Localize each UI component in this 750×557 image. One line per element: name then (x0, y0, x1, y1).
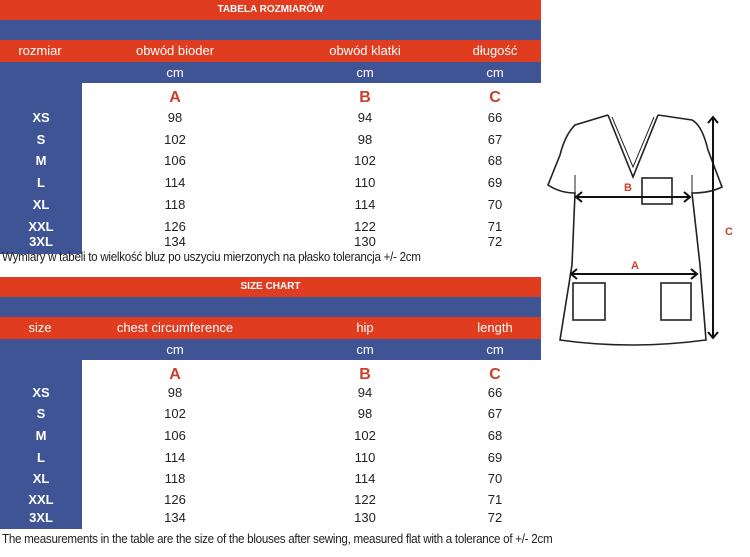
measurement-value: 66 (487, 110, 503, 125)
column-header: długość (472, 43, 518, 58)
measurement-value: 106 (164, 428, 186, 443)
size-column (0, 83, 82, 254)
units-row (0, 339, 541, 360)
measurement-value: 122 (354, 492, 376, 507)
column-header: size (28, 320, 52, 335)
chest-pocket (641, 177, 673, 205)
header-row (0, 40, 541, 62)
measurement-value: 69 (487, 175, 503, 190)
column-header: chest circumference (116, 320, 234, 335)
blue-band (0, 297, 541, 317)
size-label: 3XL (29, 510, 53, 525)
dimension-letter: B (359, 366, 371, 383)
size-label: XXL (28, 219, 54, 234)
column-header: hip (356, 320, 374, 335)
label-b: B (624, 182, 632, 194)
size-column (0, 360, 82, 529)
measurement-value: 71 (487, 492, 503, 507)
measurement-value: 70 (487, 197, 503, 212)
measurement-value: 94 (357, 110, 373, 125)
measurement-value: 98 (357, 132, 373, 147)
dimension-letter: C (489, 366, 501, 383)
dimension-letter: C (489, 89, 501, 106)
measurement-value: 134 (164, 510, 186, 525)
measurement-value: 102 (354, 428, 376, 443)
measure-arrows (569, 115, 719, 340)
dimension-letter: A (169, 89, 181, 106)
size-label: S (36, 406, 46, 421)
units-row (0, 62, 541, 83)
measurement-value: 98 (357, 406, 373, 421)
size-label: 3XL (29, 234, 53, 249)
table-note: The measurements in the table are the si… (2, 532, 553, 546)
size-label: XXL (28, 492, 54, 507)
size-label: S (36, 132, 46, 147)
size-label: XL (32, 471, 50, 486)
dimension-letter: B (359, 89, 371, 106)
size-label: M (35, 428, 47, 443)
measurement-value: 106 (164, 153, 186, 168)
table-note: Wymiary w tabeli to wielkość bluz po usz… (2, 250, 421, 264)
measurement-value: 114 (164, 175, 186, 190)
measurement-value: 114 (354, 197, 376, 212)
size-label: L (37, 450, 45, 465)
column-header: obwód klatki (329, 43, 401, 58)
measurement-value: 102 (164, 406, 186, 421)
measurement-value: 71 (487, 219, 503, 234)
measurement-value: 102 (164, 132, 186, 147)
column-header: rozmiar (18, 43, 62, 58)
measurement-value: 66 (487, 385, 503, 400)
size-label: XS (32, 110, 50, 125)
measurement-value: 122 (354, 219, 376, 234)
measurement-value: 70 (487, 471, 503, 486)
measurement-value: 110 (354, 175, 376, 190)
header-row (0, 317, 541, 339)
size-label: L (37, 175, 45, 190)
measurement-value: 72 (487, 234, 503, 249)
measurement-value: 67 (487, 132, 503, 147)
measurement-value: 118 (164, 197, 186, 212)
measurement-value: 126 (164, 219, 186, 234)
measurement-value: 114 (354, 471, 376, 486)
measurement-value: 114 (164, 450, 186, 465)
measurement-value: 69 (487, 450, 503, 465)
right-pocket (660, 282, 692, 321)
blouse-outline (547, 114, 724, 346)
measurement-value: 94 (357, 385, 373, 400)
size-label: XS (32, 385, 50, 400)
left-pocket (572, 282, 606, 321)
dimension-letter: A (169, 366, 181, 383)
unit-label: cm (166, 65, 184, 80)
label-a: A (631, 260, 639, 272)
measurement-value: 130 (354, 234, 376, 249)
size-label: XL (32, 197, 50, 212)
unit-label: cm (166, 342, 184, 357)
measurement-value: 130 (354, 510, 376, 525)
measurement-value: 98 (167, 110, 183, 125)
column-header: length (477, 320, 513, 335)
measurement-value: 68 (487, 153, 503, 168)
measurement-value: 67 (487, 406, 503, 421)
unit-label: cm (486, 342, 504, 357)
unit-label: cm (356, 65, 374, 80)
table-title: SIZE CHART (0, 277, 541, 297)
blouse-diagram: B A C (547, 114, 733, 346)
measurement-value: 102 (354, 153, 376, 168)
measurement-value: 110 (354, 450, 376, 465)
size-label: M (35, 153, 47, 168)
unit-label: cm (486, 65, 504, 80)
measurement-value: 72 (487, 510, 503, 525)
measurement-value: 118 (164, 471, 186, 486)
measurement-value: 68 (487, 428, 503, 443)
unit-label: cm (356, 342, 374, 357)
blue-band (0, 20, 541, 40)
measurement-value: 126 (164, 492, 186, 507)
column-header: obwód bioder (135, 43, 215, 58)
table-title: TABELA ROZMIARÓW (0, 0, 541, 20)
label-c: C (725, 226, 733, 238)
measurement-value: 98 (167, 385, 183, 400)
measurement-value: 134 (164, 234, 186, 249)
